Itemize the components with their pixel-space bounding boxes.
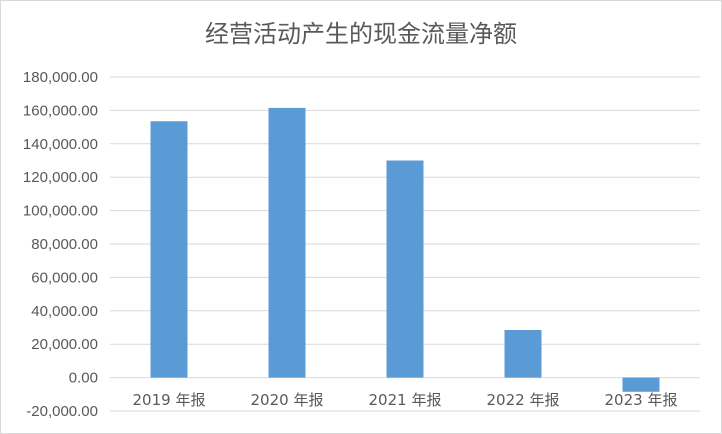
bar [622, 377, 660, 392]
bar [150, 121, 188, 378]
y-tick-label: 80,000.00 [31, 236, 98, 253]
y-tick-label: 160,000.00 [23, 102, 98, 119]
x-category-label: 2020 年报 [251, 391, 324, 409]
y-tick-label: 140,000.00 [23, 136, 98, 153]
y-tick-label: -20,000.00 [26, 403, 98, 420]
y-tick-label: 40,000.00 [31, 303, 98, 320]
y-tick-label: 100,000.00 [23, 203, 98, 220]
x-category-label: 2023 年报 [605, 391, 678, 409]
y-tick-label: 20,000.00 [31, 336, 98, 353]
bars [150, 107, 660, 392]
x-category-label: 2022 年报 [487, 391, 560, 409]
bar [504, 330, 542, 378]
x-category-label: 2019 年报 [133, 391, 206, 409]
bar [268, 107, 306, 378]
x-axis-categories: 2019 年报 2020 年报 2021 年报 2022 年报 2023 年报 [133, 391, 678, 409]
y-tick-label: 0.00 [69, 370, 98, 387]
bar [386, 160, 424, 378]
y-tick-label: 120,000.00 [23, 169, 98, 186]
y-axis-ticks: -20,000.00 0.00 20,000.00 40,000.00 60,000.0… [23, 69, 98, 420]
x-category-label: 2021 年报 [369, 391, 442, 409]
chart-title: 经营活动产生的现金流量净额 [205, 20, 517, 48]
y-tick-label: 180,000.00 [23, 69, 98, 86]
y-tick-label: 60,000.00 [31, 269, 98, 286]
